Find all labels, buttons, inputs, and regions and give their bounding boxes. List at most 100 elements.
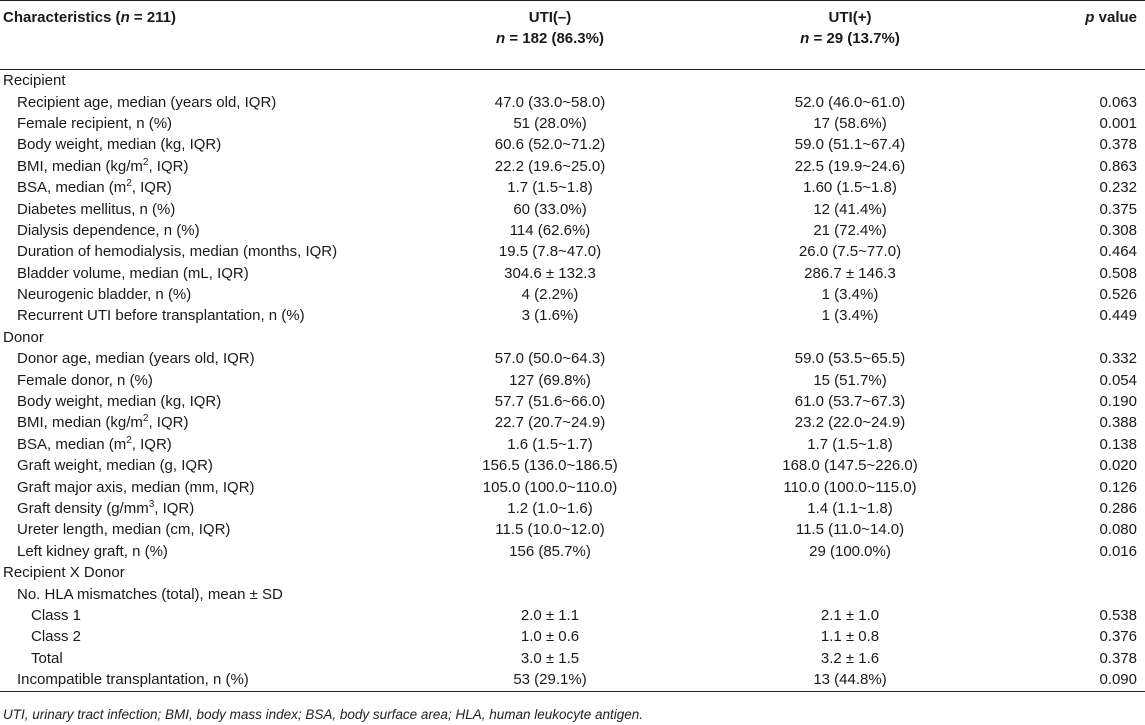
- table-row: BSA, median (m2, IQR) 1.7 (1.5~1.8) 1.60 (…: [0, 177, 1145, 198]
- header-p-value: p value: [1000, 0, 1145, 70]
- uti-positive-value: 17 (58.6%): [813, 114, 887, 132]
- table-row: BMI, median (kg/m2, IQR) 22.2 (19.6~25.0)…: [0, 156, 1145, 177]
- uti-positive-value: 168.0 (147.5~226.0): [782, 457, 918, 475]
- uti-negative-value: 304.6 ± 132.3: [504, 264, 596, 282]
- uti-negative-value: 1.6 (1.5~1.7): [507, 435, 593, 453]
- uti-positive-value: 1.4 (1.1~1.8): [807, 500, 893, 517]
- uti-positive-value: [700, 562, 1000, 583]
- row-label: BMI, median (kg/m2, IQR): [17, 413, 189, 432]
- uti-negative-value: 22.2 (19.6~25.0): [494, 157, 606, 175]
- section-label: Recipient X Donor: [3, 564, 125, 582]
- table-row: Body weight, median (kg, IQR) 57.7 (51.6~…: [0, 391, 1145, 412]
- table-header-row: Characteristics (n = 211) UTI(–) n = 182 …: [0, 0, 1145, 70]
- p-value: 0.464: [1099, 243, 1137, 261]
- row-label: Body weight, median (kg, IQR): [17, 136, 222, 154]
- p-value: 0.090: [1000, 668, 1145, 692]
- uti-negative-value: 114 (62.6%): [509, 221, 591, 239]
- table-footnote: UTI, urinary tract infection; BMI, body …: [3, 707, 644, 722]
- p-value: 0.063: [1099, 93, 1137, 111]
- p-value: 0.538: [1099, 606, 1137, 624]
- p-value: 0.286: [1099, 500, 1137, 517]
- uti-negative-value: 156 (85.7%): [509, 542, 591, 560]
- uti-negative-value: 105.0 (100.0~110.0): [482, 478, 618, 496]
- table-row: BMI, median (kg/m2, IQR) 22.7 (20.7~24.9)…: [0, 412, 1145, 433]
- uti-negative-value: 22.7 (20.7~24.9): [494, 414, 606, 432]
- p-value: 0.016: [1099, 542, 1137, 560]
- uti-negative-value: 4 (2.2%): [521, 286, 579, 304]
- row-label: Female recipient, n (%): [17, 114, 173, 132]
- uti-negative-value: 1.7 (1.5~1.8): [507, 179, 593, 197]
- table-row: Ureter length, median (cm, IQR) 11.5 (10.…: [0, 519, 1145, 540]
- row-label: BMI, median (kg/m2, IQR): [17, 156, 189, 175]
- table-row: Diabetes mellitus, n (%) 60 (33.0%) 12 (41…: [0, 198, 1145, 219]
- table-row: Female recipient, n (%) 51 (28.0%) 17 (58.…: [0, 113, 1145, 134]
- uti-positive-value: 110.0 (100.0~115.0): [783, 478, 917, 496]
- p-value: [1000, 562, 1145, 583]
- table-row: BSA, median (m2, IQR) 1.6 (1.5~1.7) 1.7 (1…: [0, 434, 1145, 455]
- uti-negative-value: 60.6 (52.0~71.2): [494, 136, 606, 154]
- table-row: Graft density (g/mm3, IQR) 1.2 (1.0~1.6) 1…: [0, 498, 1145, 519]
- table-body: Recipient Recipient age, median (years ol…: [0, 70, 1145, 692]
- table-row: Body weight, median (kg, IQR) 60.6 (52.0~…: [0, 134, 1145, 155]
- p-value: 0.138: [1099, 435, 1137, 453]
- row-label: Graft weight, median (g, IQR): [17, 457, 213, 475]
- row-label: Class 2: [31, 628, 82, 646]
- p-value: 0.020: [1099, 457, 1137, 475]
- row-label: BSA, median (m2, IQR): [17, 178, 172, 197]
- row-label: Donor age, median (years old, IQR): [17, 350, 255, 368]
- uti-negative-value: 3 (1.6%): [521, 307, 579, 325]
- header-characteristics: Characteristics (n = 211): [0, 0, 400, 70]
- uti-negative-value: [400, 583, 700, 604]
- uti-positive-value: 23.2 (22.0~24.9): [794, 414, 906, 432]
- table-row: Female donor, n (%) 127 (69.8%) 15 (51.7%)…: [0, 369, 1145, 390]
- row-label: Duration of hemodialysis, median (months…: [17, 243, 338, 261]
- uti-negative-value: [400, 562, 700, 583]
- table-row: Donor age, median (years old, IQR) 57.0 (…: [0, 348, 1145, 369]
- uti-negative-value: [400, 327, 700, 348]
- row-label: Incompatible transplantation, n (%): [0, 668, 400, 692]
- header-uti-negative: UTI(–) n = 182 (86.3%): [400, 0, 700, 70]
- uti-negative-value: 156.5 (136.0~186.5): [482, 457, 618, 475]
- uti-negative-value: 57.7 (51.6~66.0): [494, 393, 606, 411]
- section-label: Donor: [3, 328, 44, 346]
- uti-positive-value: 59.0 (53.5~65.5): [794, 350, 906, 368]
- row-label: Dialysis dependence, n (%): [17, 221, 200, 239]
- row-label: Female donor, n (%): [17, 371, 153, 389]
- table-row: Neurogenic bladder, n (%) 4 (2.2%) 1 (3.4%…: [0, 284, 1145, 305]
- uti-positive-value: 1.7 (1.5~1.8): [807, 435, 893, 453]
- uti-positive-value: 29 (100.0%): [809, 542, 891, 560]
- row-label: Class 1: [31, 606, 82, 624]
- table-row: Total 3.0 ± 1.5 3.2 ± 1.6 0.378: [0, 648, 1145, 669]
- uti-positive-value: 26.0 (7.5~77.0): [798, 243, 902, 261]
- p-value: 0.332: [1099, 350, 1137, 368]
- p-value: 0.126: [1099, 478, 1137, 496]
- p-value: 0.190: [1099, 393, 1137, 411]
- table-row: Dialysis dependence, n (%) 114 (62.6%) 21 …: [0, 220, 1145, 241]
- uti-positive-value: [700, 327, 1000, 348]
- table-row: Duration of hemodialysis, median (months…: [0, 241, 1145, 262]
- uti-positive-value: 1.60 (1.5~1.8): [803, 179, 897, 197]
- row-label: Neurogenic bladder, n (%): [17, 286, 192, 304]
- uti-positive-value: 52.0 (46.0~61.0): [794, 93, 906, 111]
- uti-positive-value: 13 (44.8%): [700, 668, 1000, 692]
- uti-positive-value: 1 (3.4%): [821, 286, 879, 304]
- section-row: Recipient X Donor: [0, 562, 1145, 583]
- p-value: 0.080: [1099, 521, 1137, 539]
- uti-negative-value: 53 (29.1%): [400, 668, 700, 692]
- uti-negative-value: 127 (69.8%): [509, 371, 591, 389]
- uti-negative-value: 1.0 ± 0.6: [520, 628, 580, 646]
- uti-negative-value: 57.0 (50.0~64.3): [494, 350, 606, 368]
- p-value: 0.308: [1099, 221, 1137, 239]
- p-value: [1000, 327, 1145, 348]
- section-row: Recipient: [0, 70, 1145, 92]
- characteristics-table: Characteristics (n = 211) UTI(–) n = 182 …: [0, 0, 1145, 692]
- uti-positive-value: 11.5 (11.0~14.0): [795, 521, 905, 539]
- uti-positive-value: 22.5 (19.9~24.6): [794, 157, 906, 175]
- uti-positive-value: 15 (51.7%): [813, 371, 887, 389]
- table-row: Class 1 2.0 ± 1.1 2.1 ± 1.0 0.538: [0, 605, 1145, 626]
- table-row: No. HLA mismatches (total), mean ± SD: [0, 583, 1145, 604]
- section-label: Recipient: [3, 72, 66, 90]
- uti-negative-value: 11.5 (10.0~12.0): [495, 521, 605, 539]
- uti-positive-value: 1 (3.4%): [821, 307, 879, 325]
